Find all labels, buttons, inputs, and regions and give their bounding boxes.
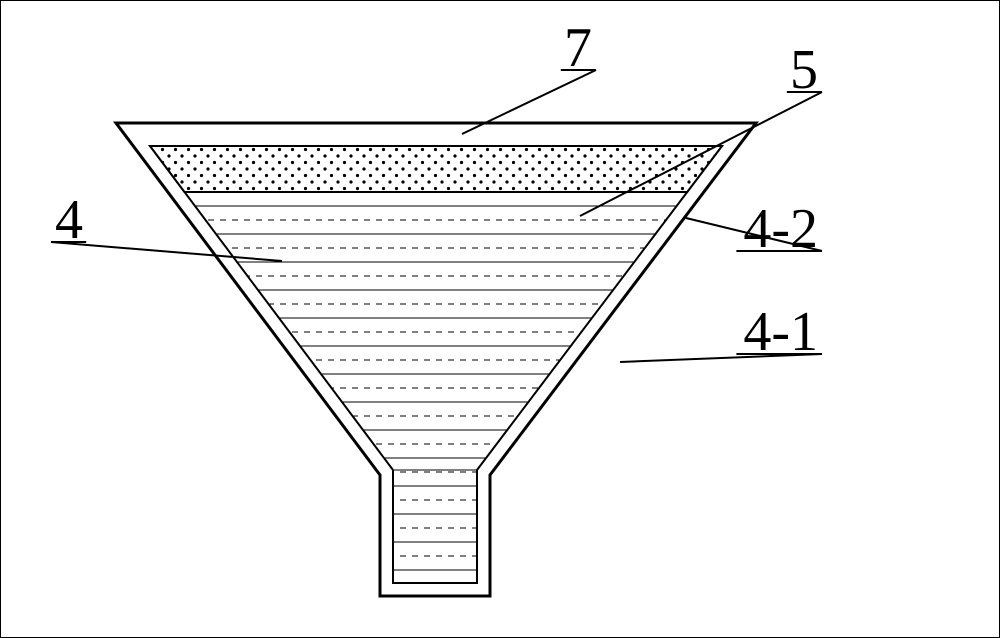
top-filter-layer — [150, 146, 722, 192]
inner-cavity — [150, 146, 722, 583]
funnel-cross-section-diagram: 7544-24-1 — [0, 0, 1000, 638]
